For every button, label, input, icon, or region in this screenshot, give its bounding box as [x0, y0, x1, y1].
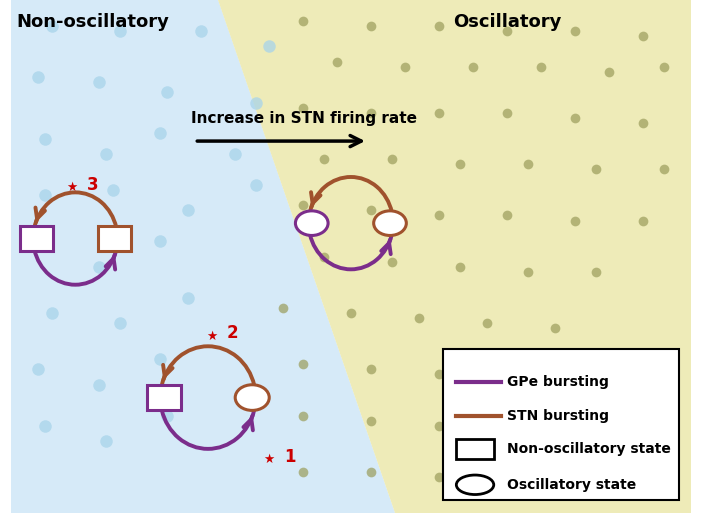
Point — [496, 412, 505, 419]
Text: Non-oscillatory state: Non-oscillatory state — [508, 442, 671, 456]
Text: 2: 2 — [226, 324, 238, 343]
Ellipse shape — [374, 211, 407, 235]
Text: Oscillatory state: Oscillatory state — [508, 478, 636, 492]
Polygon shape — [218, 0, 691, 513]
Text: ★: ★ — [66, 181, 78, 194]
Text: ★: ★ — [206, 329, 217, 343]
Point — [452, 379, 460, 385]
Ellipse shape — [456, 475, 493, 495]
FancyBboxPatch shape — [20, 226, 52, 251]
Text: 3: 3 — [87, 175, 98, 194]
FancyBboxPatch shape — [98, 226, 131, 251]
Point — [496, 379, 505, 385]
FancyBboxPatch shape — [443, 349, 679, 500]
Polygon shape — [11, 0, 395, 513]
Text: ★: ★ — [264, 452, 275, 466]
Text: Increase in STN firing rate: Increase in STN firing rate — [191, 111, 417, 126]
Text: Oscillatory: Oscillatory — [453, 13, 561, 31]
Text: Non-oscillatory: Non-oscillatory — [16, 13, 169, 31]
Ellipse shape — [235, 385, 269, 410]
FancyBboxPatch shape — [147, 385, 181, 410]
Text: STN bursting: STN bursting — [508, 408, 609, 423]
Point — [452, 412, 460, 419]
Ellipse shape — [296, 211, 328, 235]
Text: GPe bursting: GPe bursting — [508, 375, 609, 389]
Text: 1: 1 — [284, 447, 296, 466]
FancyBboxPatch shape — [456, 439, 493, 459]
